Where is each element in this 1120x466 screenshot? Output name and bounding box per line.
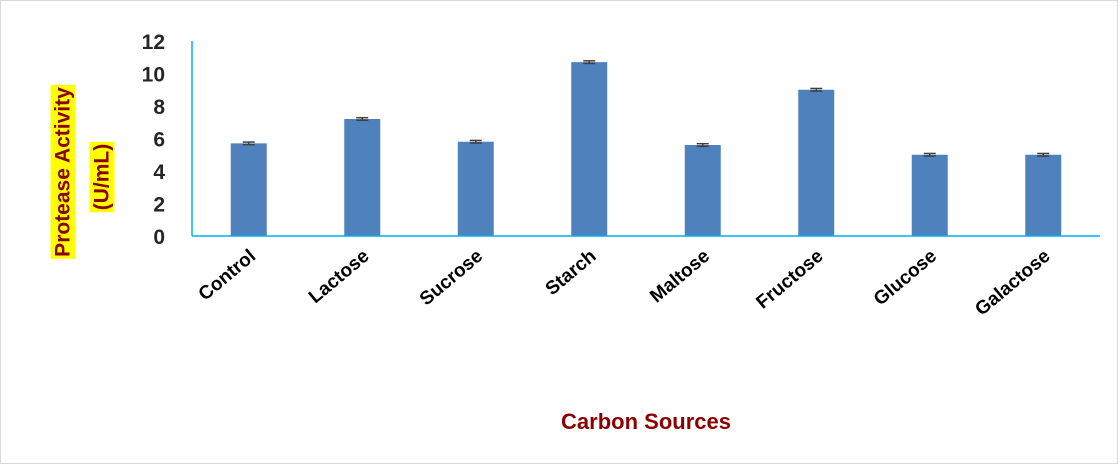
- x-category-label: Fructose: [752, 246, 827, 314]
- error-bar: [469, 139, 482, 144]
- bar: [911, 154, 948, 236]
- y-axis-ticks: 0 2 4 6 8 10 12: [142, 31, 166, 249]
- y-axis-title-line: (U/mL): [89, 141, 115, 213]
- error-bars: [242, 60, 1050, 157]
- y-tick-label: 6: [153, 129, 165, 152]
- error-bar: [1037, 152, 1050, 157]
- y-tick-label: 4: [153, 161, 165, 184]
- bar: [571, 62, 608, 236]
- x-category-label: Starch: [542, 246, 601, 300]
- error-bar: [810, 87, 823, 92]
- axes: [191, 41, 1100, 237]
- bar: [798, 89, 835, 236]
- error-bar: [242, 141, 255, 146]
- bar: [344, 119, 381, 236]
- y-axis-title-line: Protease Activity: [50, 84, 76, 259]
- x-category-label: Galactose: [971, 246, 1054, 320]
- y-tick-label: 2: [153, 194, 165, 217]
- svg-text:Protease Activity: Protease Activity: [52, 87, 75, 257]
- x-category-label: Maltose: [646, 246, 714, 308]
- x-axis-categories: Control Lactose Sucrose Starch Maltose Fructo…: [195, 246, 1055, 320]
- x-category-label: Lactose: [305, 246, 374, 308]
- y-axis-title: Protease Activity (U/mL): [50, 84, 115, 259]
- bar: [230, 143, 267, 236]
- x-category-label: Glucose: [870, 246, 941, 310]
- y-tick-label: 8: [153, 96, 165, 119]
- svg-text:(U/mL): (U/mL): [91, 144, 114, 211]
- error-bar: [583, 60, 596, 65]
- bar: [684, 145, 721, 236]
- error-bar: [356, 116, 369, 122]
- bars: [230, 62, 1062, 236]
- error-bar: [696, 142, 709, 148]
- y-tick-label: 12: [142, 31, 165, 54]
- error-bar: [923, 152, 936, 157]
- x-category-label: Control: [195, 246, 260, 306]
- bar: [1025, 154, 1062, 236]
- x-axis-title: Carbon Sources: [561, 409, 731, 434]
- bar: [457, 141, 494, 236]
- y-tick-label: 0: [153, 226, 165, 249]
- y-tick-label: 10: [142, 64, 165, 87]
- x-category-label: Sucrose: [416, 246, 487, 310]
